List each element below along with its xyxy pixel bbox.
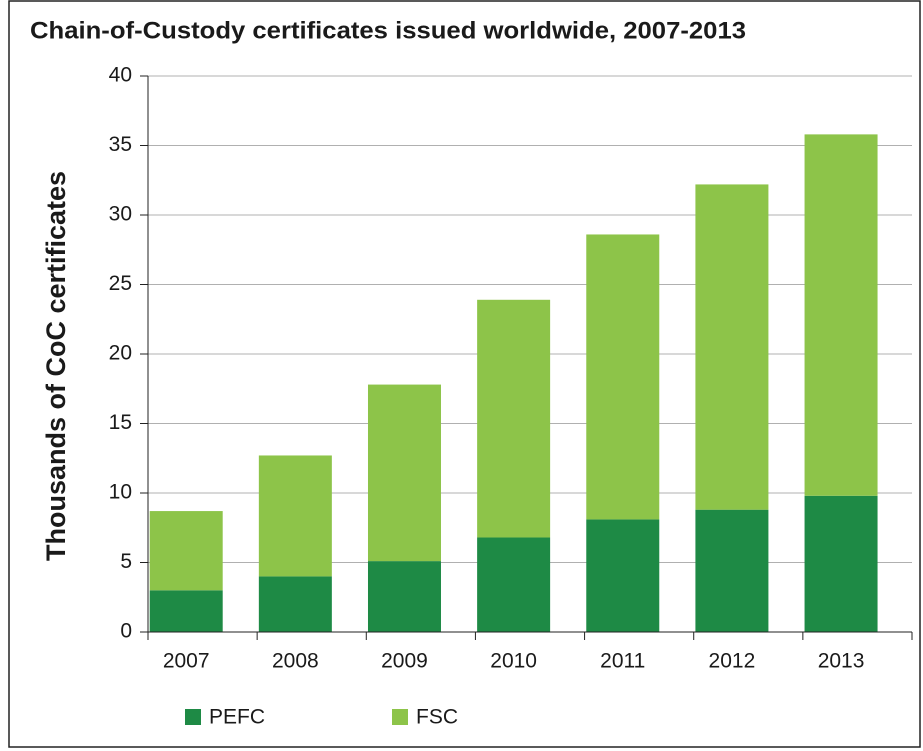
- legend-swatch: [392, 709, 408, 725]
- y-axis-label: Thousands of CoC certificates: [41, 171, 71, 561]
- y-tick-label: 0: [120, 620, 132, 643]
- y-tick-label: 10: [109, 481, 132, 504]
- bar-segment: [477, 299, 551, 538]
- bar-segment: [804, 495, 878, 632]
- bar-segment: [149, 511, 223, 591]
- bar-segment: [695, 509, 769, 632]
- x-tick-label: 2011: [600, 650, 645, 673]
- legend-label: PEFC: [209, 706, 265, 729]
- x-tick-label: 2008: [272, 650, 319, 673]
- y-tick-label: 35: [109, 133, 132, 156]
- bar-segment: [367, 384, 441, 562]
- frame: [8, 0, 921, 748]
- x-tick-label: 2012: [709, 650, 756, 673]
- bar-segment: [258, 576, 332, 632]
- bar-segment: [367, 561, 441, 632]
- bar-segment: [149, 590, 223, 632]
- bar-segment: [258, 455, 332, 577]
- bar-segment: [586, 519, 660, 632]
- bar-segment: [477, 537, 551, 632]
- x-tick-label: 2013: [818, 650, 865, 673]
- x-tick-label: 2010: [490, 650, 537, 673]
- legend-swatch: [185, 709, 201, 725]
- y-tick-label: 5: [120, 550, 132, 573]
- bar-segment: [586, 234, 660, 520]
- y-tick-label: 40: [109, 64, 132, 87]
- x-tick-label: 2009: [381, 650, 428, 673]
- y-tick-label: 15: [109, 411, 132, 434]
- y-tick-label: 30: [109, 203, 132, 226]
- chart-title: Chain-of-Custody certificates issued wor…: [30, 17, 746, 44]
- x-tick-label: 2007: [163, 650, 210, 673]
- y-tick-label: 20: [109, 342, 132, 365]
- legend-label: FSC: [416, 706, 458, 729]
- bar-segment: [804, 134, 878, 496]
- y-tick-label: 25: [109, 272, 132, 295]
- bar-segment: [695, 184, 769, 510]
